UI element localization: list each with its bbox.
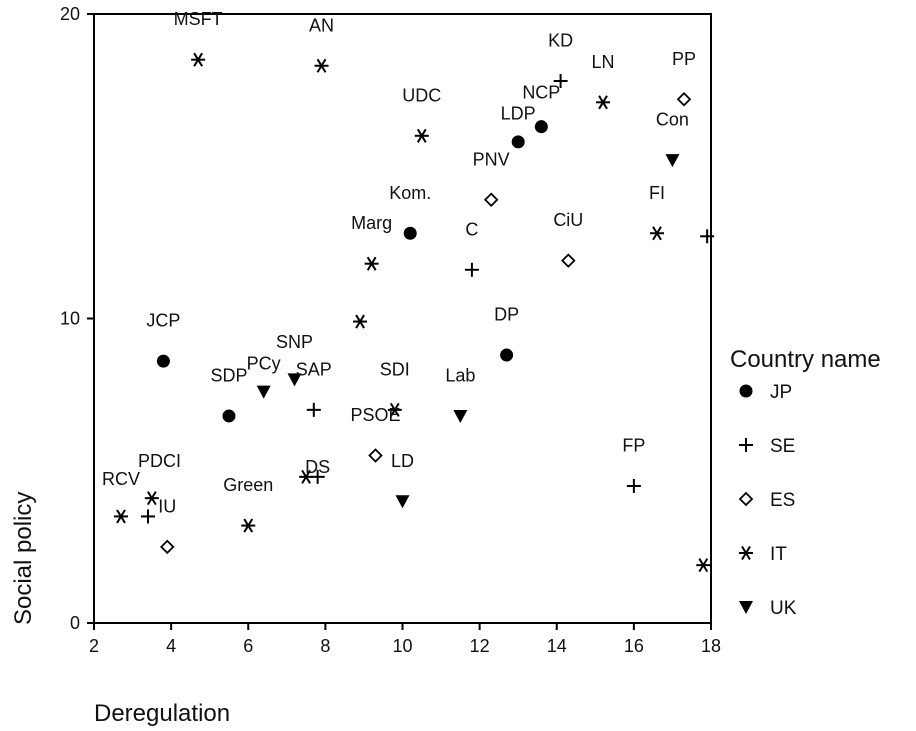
x-tick-label: 2 <box>89 636 99 656</box>
data-point-jp <box>222 409 236 423</box>
data-point-uk <box>665 154 680 168</box>
point-label: PP <box>672 49 696 69</box>
data-point-it <box>144 491 159 506</box>
x-tick-label: 12 <box>470 636 490 656</box>
y-tick-label: 20 <box>60 4 80 24</box>
point-label: FP <box>622 436 645 456</box>
data-point-es <box>159 539 175 555</box>
point-label: SDI <box>380 359 410 379</box>
point-label: SNP <box>276 332 313 352</box>
data-point-es <box>676 91 692 107</box>
legend-marker-jp <box>739 384 753 398</box>
data-point-se <box>553 73 568 88</box>
point-label: PCy <box>247 353 281 373</box>
point-label: LN <box>592 52 615 72</box>
x-tick-label: 8 <box>320 636 330 656</box>
x-axis-ticks: 2 4 6 8 10 12 14 16 18 <box>89 623 721 656</box>
point-label: UDC <box>402 85 441 105</box>
x-tick-label: 4 <box>166 636 176 656</box>
data-point-se <box>464 262 479 277</box>
data-point-it <box>113 509 128 524</box>
point-label: IU <box>158 496 176 516</box>
point-label: JCP <box>146 311 180 331</box>
legend-label: JP <box>770 382 792 403</box>
data-point-uk <box>256 385 271 399</box>
data-point-se <box>306 402 321 417</box>
x-tick-label: 14 <box>547 636 567 656</box>
legend-title: Country name <box>730 346 881 373</box>
legend: Country name JP SE ES IT UK <box>730 346 881 619</box>
legend-marker-es <box>738 491 754 507</box>
point-label: RCV <box>102 469 140 489</box>
point-label: NCP <box>522 82 560 102</box>
legend-label: ES <box>770 490 795 511</box>
point-label: PSOE <box>350 405 400 425</box>
point-label: LDP <box>501 104 536 124</box>
data-point-uk <box>453 409 468 423</box>
x-axis-title: Deregulation <box>94 700 231 727</box>
data-point-it <box>191 52 206 67</box>
legend-label: IT <box>770 544 787 565</box>
data-point-it <box>314 58 329 73</box>
point-label: Kom. <box>389 183 431 203</box>
data-point-uk <box>395 495 410 509</box>
x-tick-label: 6 <box>243 636 253 656</box>
x-tick-label: 10 <box>392 636 412 656</box>
data-point-uk <box>287 373 302 387</box>
data-point-it <box>241 518 256 533</box>
data-point-it <box>387 402 402 417</box>
data-point-jp <box>403 226 417 240</box>
x-tick-label: 16 <box>624 636 644 656</box>
point-label: LD <box>391 451 414 471</box>
data-point-it <box>299 469 314 484</box>
data-point-it <box>650 226 665 241</box>
data-point-se <box>140 509 155 524</box>
data-point-it <box>414 128 429 143</box>
legend-marker-it <box>739 545 753 561</box>
point-label: C <box>465 219 478 239</box>
data-point-it <box>696 558 711 573</box>
data-point-it <box>596 95 611 110</box>
data-point-se <box>626 478 641 493</box>
legend-marker-uk <box>739 601 753 614</box>
data-point-es <box>561 253 576 268</box>
y-axis-title: Social policy <box>10 491 37 625</box>
y-tick-label: 0 <box>70 613 80 633</box>
point-label: Con <box>656 110 689 130</box>
data-points <box>113 52 715 573</box>
point-label: Lab <box>445 365 475 385</box>
data-point-jp <box>511 135 525 149</box>
point-label: SAP <box>296 359 332 379</box>
y-axis-ticks: 0 10 20 <box>60 4 94 633</box>
point-label: Green <box>223 475 273 495</box>
point-label: AN <box>309 15 334 35</box>
point-label: MSFT <box>174 9 223 29</box>
point-label: DP <box>494 305 519 325</box>
point-label: SDP <box>210 365 247 385</box>
data-point-es <box>368 448 383 463</box>
point-label: DS <box>305 457 330 477</box>
point-label: PDCI <box>138 451 181 471</box>
data-point-jp <box>534 120 548 134</box>
data-point-es <box>483 192 499 208</box>
legend-label: SE <box>770 436 795 457</box>
legend-marker-se <box>739 438 753 452</box>
y-tick-label: 10 <box>60 309 80 329</box>
data-point-it <box>353 314 368 329</box>
point-label: FI <box>649 183 665 203</box>
point-label: PNV <box>473 149 510 169</box>
point-label: CiU <box>553 210 583 230</box>
point-label: KD <box>548 31 573 51</box>
legend-label: UK <box>770 598 797 619</box>
data-point-jp <box>500 348 514 362</box>
data-point-it <box>364 256 379 271</box>
data-point-jp <box>156 354 170 368</box>
data-point-se <box>700 229 715 244</box>
point-label: Marg <box>351 213 392 233</box>
x-tick-label: 18 <box>701 636 721 656</box>
